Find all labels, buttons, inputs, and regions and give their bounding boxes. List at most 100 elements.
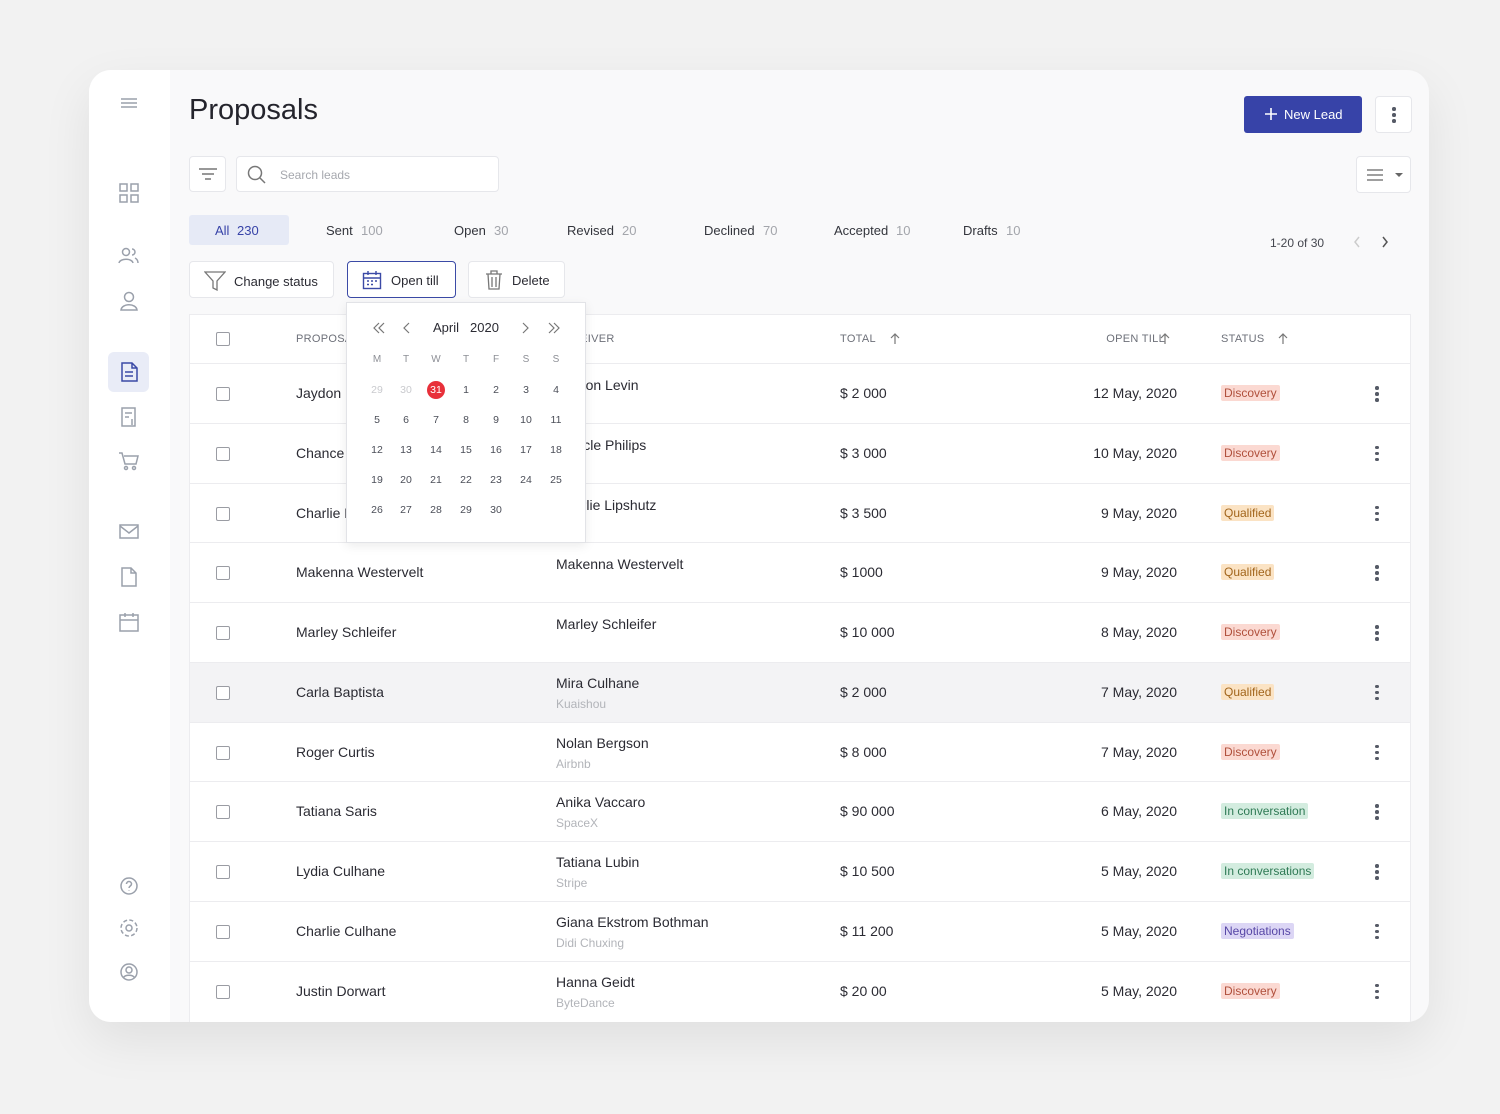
sort-icon[interactable] <box>890 333 900 345</box>
calendar-day[interactable]: 25 <box>550 474 562 486</box>
table-row[interactable]: Marley Schleifer Marley Schleifer $ 10 000… <box>190 602 1410 662</box>
row-checkbox[interactable] <box>216 924 230 939</box>
row-menu[interactable] <box>1375 983 1379 1002</box>
invoice-icon[interactable] <box>119 406 139 428</box>
row-menu[interactable] <box>1375 445 1379 464</box>
calendar-day[interactable]: 6 <box>403 414 409 426</box>
table-row[interactable]: Charlie Culhane Giana Ekstrom Bothman Didi… <box>190 900 1410 961</box>
help-icon[interactable] <box>119 876 139 896</box>
calendar-day[interactable]: 30 <box>490 504 502 516</box>
more-button[interactable] <box>1375 96 1412 133</box>
calendar-day[interactable]: 26 <box>371 504 383 516</box>
calendar-day[interactable]: 2 <box>493 384 499 396</box>
column-header[interactable]: STATUS <box>1221 333 1265 345</box>
file-icon[interactable] <box>120 566 138 588</box>
calendar-icon[interactable] <box>118 611 140 633</box>
calendar-day[interactable]: 15 <box>460 444 472 456</box>
calendar-day[interactable]: 29 <box>460 504 472 516</box>
row-checkbox[interactable] <box>216 446 230 461</box>
settings-icon[interactable] <box>118 917 140 939</box>
row-checkbox[interactable] <box>216 387 230 401</box>
sort-icon[interactable] <box>1278 333 1288 345</box>
calendar-day[interactable]: 10 <box>520 414 532 426</box>
column-header[interactable]: TOTAL <box>840 333 876 345</box>
row-menu[interactable] <box>1375 625 1379 643</box>
receiver-company: Kuaishou <box>556 696 607 711</box>
table-row[interactable]: Justin Dorwart Hanna Geidt ByteDance $ 20 0… <box>190 960 1410 1021</box>
row-checkbox[interactable] <box>216 865 230 879</box>
calendar-day[interactable]: 29 <box>371 384 383 396</box>
row-menu[interactable] <box>1375 684 1379 703</box>
user-icon[interactable] <box>119 290 139 312</box>
calendar-day[interactable]: 4 <box>553 384 559 396</box>
calendar-day[interactable]: 13 <box>400 444 412 456</box>
row-checkbox[interactable] <box>216 805 230 820</box>
row-checkbox[interactable] <box>216 566 230 581</box>
calendar-day[interactable]: 7 <box>433 414 439 426</box>
search-box[interactable]: Search leads <box>236 156 499 192</box>
calendar-day[interactable]: 20 <box>400 474 412 486</box>
calendar-day[interactable]: 3 <box>523 384 529 396</box>
calendar-day[interactable]: 16 <box>490 444 502 456</box>
calendar-day[interactable]: 11 <box>550 414 562 426</box>
calendar-day[interactable]: 21 <box>430 474 442 486</box>
calendar-day[interactable]: 18 <box>550 444 562 456</box>
profile-icon[interactable] <box>119 962 139 982</box>
table-row[interactable]: Roger Curtis Nolan Bergson Airbnb $ 8 000 7 … <box>190 721 1410 782</box>
proposals-icon[interactable] <box>119 361 139 383</box>
change-status-button[interactable]: Change status <box>189 261 334 298</box>
calendar-day[interactable]: 28 <box>430 504 442 516</box>
row-menu[interactable] <box>1375 864 1379 882</box>
view-settings-button[interactable] <box>1356 156 1411 193</box>
row-menu[interactable] <box>1375 565 1379 583</box>
open-till: 10 May, 2020 <box>1093 444 1177 461</box>
menu-icon[interactable] <box>119 95 139 111</box>
contacts-icon[interactable] <box>118 246 140 266</box>
calendar-day[interactable]: 8 <box>463 414 469 426</box>
row-menu[interactable] <box>1375 923 1379 942</box>
calendar-day[interactable]: 24 <box>520 474 532 486</box>
weekday: S <box>552 354 560 365</box>
row-checkbox[interactable] <box>216 984 230 999</box>
total: $ 90 000 <box>840 803 895 820</box>
calendar-day[interactable]: 19 <box>371 474 383 486</box>
calendar-day[interactable]: 27 <box>400 504 412 516</box>
status-badge: Qualified <box>1221 504 1275 521</box>
table-row[interactable]: Carla Baptista Mira Culhane Kuaishou $ 2 00… <box>190 661 1410 722</box>
calendar-day[interactable]: 9 <box>493 414 499 426</box>
row-menu[interactable] <box>1375 386 1379 404</box>
row-checkbox[interactable] <box>216 506 230 521</box>
row-menu[interactable] <box>1375 505 1379 524</box>
delete-button[interactable]: Delete <box>468 261 565 298</box>
calendar-day[interactable]: 23 <box>490 474 502 486</box>
page-title: Proposals <box>189 94 318 126</box>
calendar-day[interactable]: 1 <box>463 384 469 396</box>
calendar-nav[interactable] <box>371 321 561 335</box>
sort-icon[interactable] <box>1160 333 1170 345</box>
calendar-day[interactable]: 30 <box>400 384 412 396</box>
calendar-day[interactable]: 5 <box>374 414 380 426</box>
table-row[interactable]: Lydia Culhane Tatiana Lubin Stripe $ 10 500… <box>190 841 1410 901</box>
cart-icon[interactable] <box>118 451 140 471</box>
calendar-day[interactable]: 22 <box>460 474 472 486</box>
table-row[interactable]: Makenna Westervelt Makenna Westervelt $ 10… <box>190 542 1410 602</box>
new-lead-button[interactable]: New Lead <box>1244 96 1362 133</box>
pagination-arrows[interactable] <box>1351 234 1391 250</box>
dashboard-icon[interactable] <box>118 182 140 204</box>
row-checkbox[interactable] <box>216 745 230 760</box>
tab[interactable]: All 230 <box>189 215 289 245</box>
column-header[interactable]: OPEN TILL <box>1106 333 1165 345</box>
filter-button[interactable] <box>189 156 226 192</box>
open-till-button[interactable]: Open till <box>347 261 456 298</box>
mail-icon[interactable] <box>118 523 140 541</box>
table-row[interactable]: Tatiana Saris Anika Vaccaro SpaceX $ 90 000… <box>190 781 1410 841</box>
calendar-day[interactable]: 12 <box>371 444 383 456</box>
row-menu[interactable] <box>1375 804 1379 822</box>
receiver-name: Giana Ekstrom Bothman <box>556 913 709 930</box>
calendar-day[interactable]: 14 <box>430 444 442 456</box>
row-checkbox[interactable] <box>216 685 230 700</box>
row-checkbox[interactable] <box>216 626 230 640</box>
calendar-day[interactable]: 31 <box>427 381 445 399</box>
calendar-day[interactable]: 17 <box>520 444 532 456</box>
row-menu[interactable] <box>1375 744 1379 763</box>
